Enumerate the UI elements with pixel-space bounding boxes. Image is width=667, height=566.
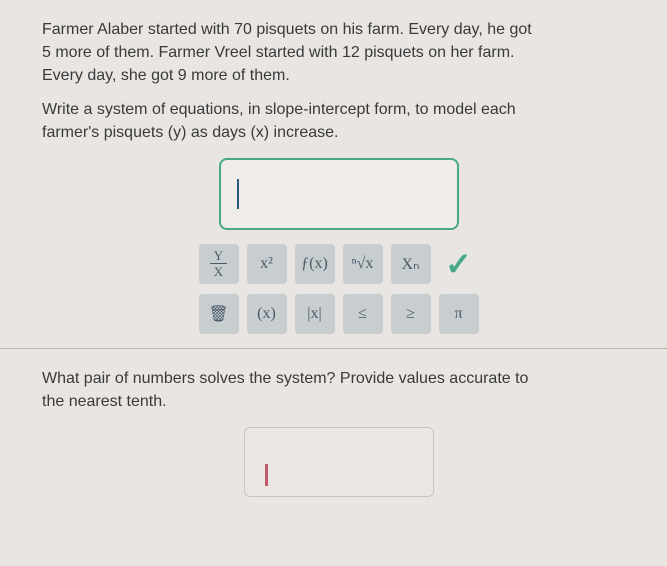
pi-button[interactable]: π	[439, 294, 479, 334]
lte-button[interactable]: ≤	[343, 294, 383, 334]
prompt-line: What pair of numbers solves the system? …	[42, 367, 635, 390]
check-icon[interactable]: ✓	[439, 244, 479, 284]
paren-button[interactable]: (x)	[247, 294, 287, 334]
fraction-button[interactable]: Y X	[199, 244, 239, 284]
text-cursor	[237, 179, 239, 209]
function-button[interactable]: ƒ(x)	[295, 244, 335, 284]
gte-button[interactable]: ≥	[391, 294, 431, 334]
trash-button[interactable]: 🗑	[199, 294, 239, 334]
math-toolbar-row-1: Y X x² ƒ(x) ⁿ√x Xₙ ✓	[42, 244, 635, 284]
text-cursor	[265, 464, 268, 486]
prompt-1: Write a system of equations, in slope-in…	[42, 98, 635, 144]
subscript-button[interactable]: Xₙ	[391, 244, 431, 284]
prompt-line: farmer's pisquets (y) as days (x) increa…	[42, 121, 635, 144]
prompt-2: What pair of numbers solves the system? …	[42, 367, 635, 413]
solution-input[interactable]	[244, 427, 434, 497]
abs-button[interactable]: |x|	[295, 294, 335, 334]
prompt-line: Write a system of equations, in slope-in…	[42, 98, 635, 121]
prompt-line: the nearest tenth.	[42, 390, 635, 413]
section-divider	[0, 348, 667, 349]
math-toolbar-row-2: 🗑 (x) |x| ≤ ≥ π	[42, 294, 635, 334]
root-button[interactable]: ⁿ√x	[343, 244, 383, 284]
power-button[interactable]: x²	[247, 244, 287, 284]
problem-statement: Farmer Alaber started with 70 pisquets o…	[42, 18, 635, 88]
equation-input[interactable]	[219, 158, 459, 230]
fraction-bot: X	[210, 264, 227, 279]
fraction-top: Y	[210, 248, 227, 264]
problem-line: Every day, she got 9 more of them.	[42, 64, 635, 87]
problem-line: Farmer Alaber started with 70 pisquets o…	[42, 18, 635, 41]
problem-line: 5 more of them. Farmer Vreel started wit…	[42, 41, 635, 64]
